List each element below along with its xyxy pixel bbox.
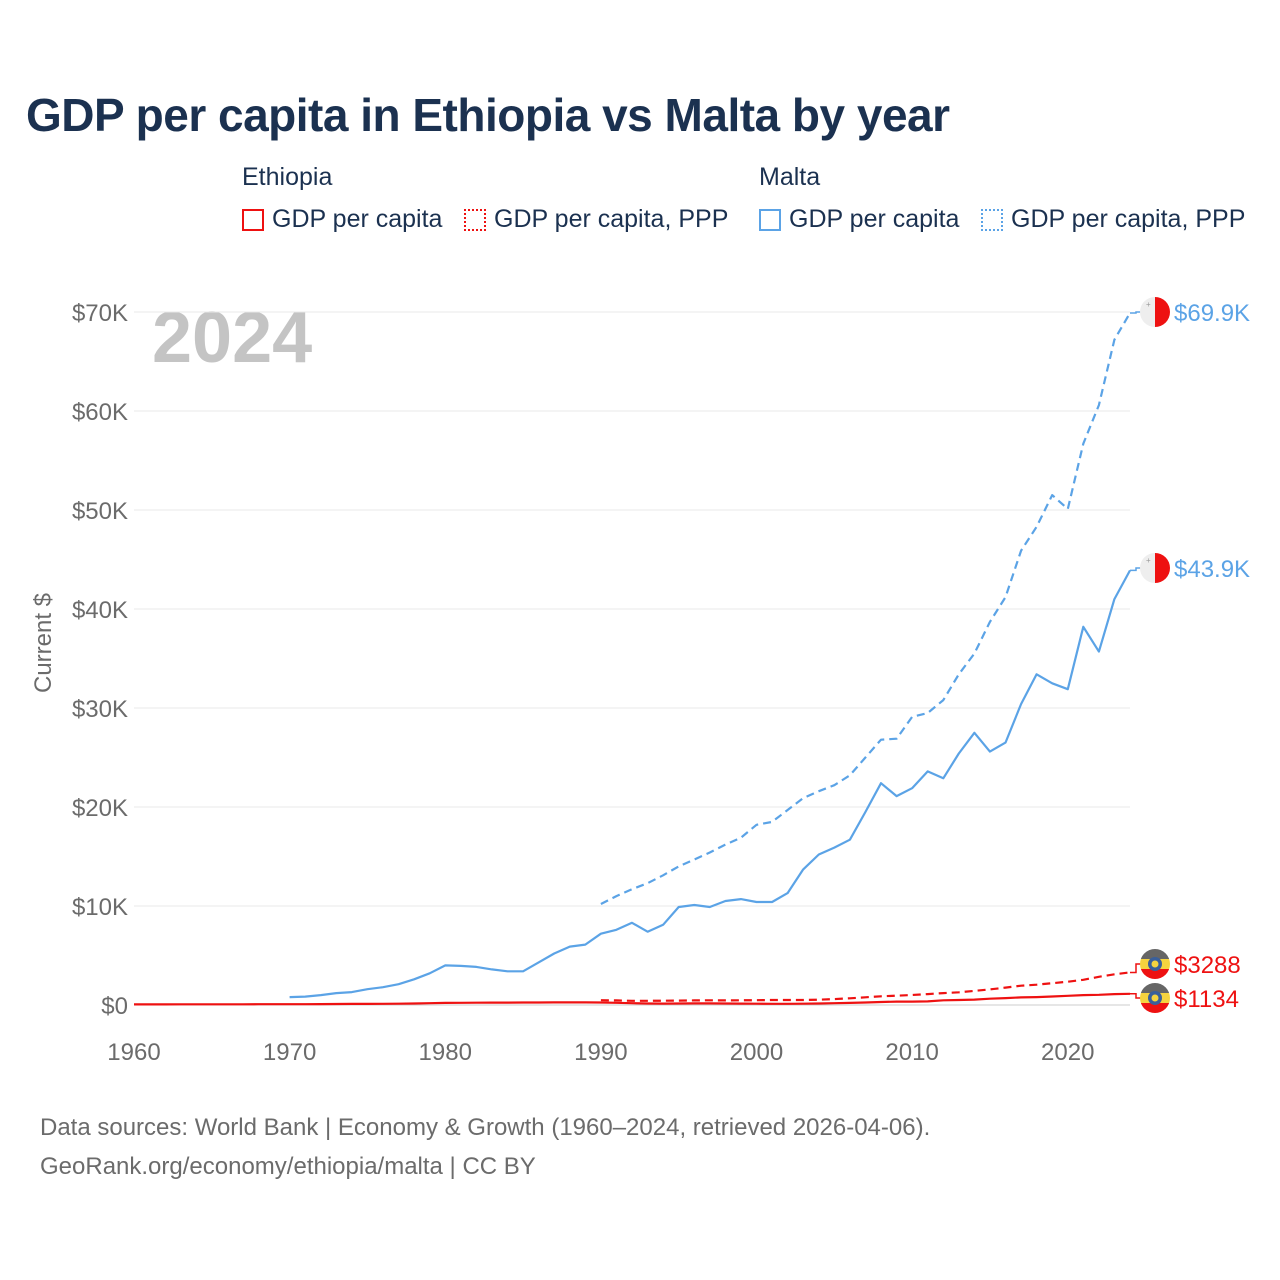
- ethiopia-flag-icon: [1140, 983, 1170, 1013]
- x-tick-label: 1980: [419, 1039, 472, 1066]
- label-connector: [1130, 993, 1142, 999]
- legend-ethiopia-gdp[interactable]: GDP per capita: [242, 205, 442, 234]
- y-tick-label: $30K: [72, 696, 128, 723]
- line-chart: 2024 Current $ $0 $10K $20K $30K $40K $50K $60…: [30, 297, 1250, 1066]
- series-line-ethiopia-gdp-per-capita[interactable]: [134, 992, 1131, 1006]
- x-tick-label: 2000: [730, 1039, 783, 1066]
- y-tick-label: $60K: [72, 399, 128, 426]
- y-tick-label: $40K: [72, 597, 128, 624]
- label-connector: [1130, 567, 1142, 572]
- chart-title: GDP per capita in Ethiopia vs Malta by y…: [26, 89, 950, 141]
- y-tick-label: $0: [101, 993, 128, 1020]
- legend-malta-gdp[interactable]: GDP per capita: [759, 205, 959, 234]
- y-tick-label: $70K: [72, 300, 128, 327]
- legend-label: GDP per capita, PPP: [494, 205, 729, 233]
- series-line-malta-gdp-per-capita-ppp[interactable]: [600, 312, 1131, 905]
- data-sources: Data sources: World Bank | Economy & Gro…: [40, 1114, 931, 1141]
- x-tick-label: 2010: [885, 1039, 938, 1066]
- end-value-label: $3288: [1174, 952, 1241, 979]
- malta-flag-icon: +: [1140, 553, 1170, 583]
- legend-swatch-dotted: [464, 208, 486, 231]
- x-tick-label: 1960: [107, 1039, 160, 1066]
- svg-text:+: +: [1146, 556, 1151, 565]
- legend-ethiopia-ppp[interactable]: GDP per capita, PPP: [464, 205, 728, 234]
- y-axis-label: Current $: [30, 593, 57, 693]
- x-tick-label: 1970: [263, 1039, 316, 1066]
- legend-swatch-dotted: [981, 208, 1003, 231]
- footer: Data sources: World Bank | Economy & Gro…: [40, 1108, 930, 1186]
- legend-malta-ppp[interactable]: GDP per capita, PPP: [981, 205, 1245, 234]
- x-tick-label: 2020: [1041, 1039, 1094, 1066]
- y-tick-label: $50K: [72, 498, 128, 525]
- legend-label: GDP per capita, PPP: [1011, 205, 1246, 233]
- svg-text:+: +: [1146, 300, 1151, 309]
- legend-label: GDP per capita: [789, 205, 960, 233]
- legend-group-ethiopia: Ethiopia: [242, 163, 333, 191]
- malta-flag-icon: +: [1140, 297, 1170, 327]
- end-value-label: $1134: [1174, 986, 1239, 1013]
- y-tick-label: $10K: [72, 894, 128, 921]
- legend-swatch-solid: [242, 208, 264, 231]
- x-tick-label: 1990: [574, 1039, 627, 1066]
- end-value-label: $69.9K: [1174, 300, 1250, 327]
- label-connector: [1130, 311, 1142, 314]
- end-value-label: $43.9K: [1174, 556, 1250, 583]
- series-line-malta-gdp-per-capita[interactable]: [289, 569, 1131, 999]
- y-tick-label: $20K: [72, 795, 128, 822]
- year-watermark: 2024: [152, 298, 312, 378]
- label-connector: [1130, 963, 1142, 974]
- ethiopia-flag-icon: [1140, 949, 1170, 979]
- series-line-ethiopia-gdp-per-capita-ppp[interactable]: [600, 971, 1131, 1002]
- legend-label: GDP per capita: [272, 205, 443, 233]
- legend-swatch-solid: [759, 208, 781, 231]
- source-link[interactable]: GeoRank.org/economy/ethiopia/malta | CC …: [40, 1153, 536, 1180]
- legend-group-malta: Malta: [759, 163, 821, 191]
